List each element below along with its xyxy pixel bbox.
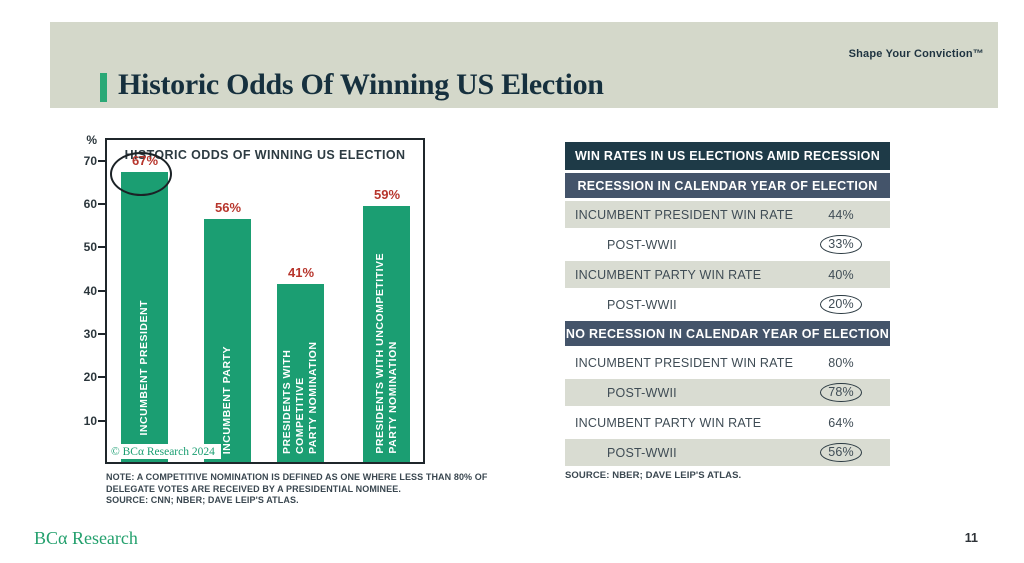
table-row: POST-WWII 56% bbox=[565, 439, 890, 466]
circled-value: 78% bbox=[820, 383, 862, 402]
y-axis-unit-label: % bbox=[86, 133, 97, 147]
row-label: INCUMBENT PRESIDENT WIN RATE bbox=[575, 355, 794, 370]
circled-value: 33% bbox=[820, 235, 862, 254]
bar-uncompetitive-nomination: PRESIDENTS WITH UNCOMPETITIVE PARTY NOMIN… bbox=[363, 206, 410, 462]
row-label: POST-WWII bbox=[607, 297, 677, 312]
row-label: POST-WWII bbox=[607, 237, 677, 252]
bar-category-label-line1: PRESIDENTS WITH COMPETITIVE bbox=[281, 349, 306, 454]
row-value: 20% bbox=[805, 295, 877, 314]
row-value: 56% bbox=[805, 443, 877, 462]
y-tick-label-30: 30 bbox=[83, 327, 97, 341]
row-label: INCUMBENT PARTY WIN RATE bbox=[575, 415, 762, 430]
y-tick-mark bbox=[98, 246, 109, 248]
note-line: DELEGATE VOTES ARE RECEIVED BY A PRESIDE… bbox=[106, 483, 401, 494]
page-number: 11 bbox=[964, 531, 978, 545]
row-value: 78% bbox=[805, 383, 877, 402]
circled-value: 56% bbox=[820, 443, 862, 462]
table-section-header: NO RECESSION IN CALENDAR YEAR OF ELECTIO… bbox=[565, 321, 890, 346]
note-line: NOTE: A COMPETITIVE NOMINATION IS DEFINE… bbox=[106, 472, 488, 482]
row-value: 40% bbox=[805, 268, 877, 282]
title-accent-bar bbox=[100, 73, 107, 102]
bar-incumbent-party: INCUMBENT PARTY bbox=[204, 219, 251, 462]
page-title: Historic Odds Of Winning US Election bbox=[118, 68, 604, 101]
circled-value: 20% bbox=[820, 295, 862, 314]
table-row: INCUMBENT PARTY WIN RATE 64% bbox=[565, 409, 890, 436]
bar-category-label-line2: PARTY NOMINATION bbox=[307, 341, 319, 454]
bar-incumbent-president: INCUMBENT PRESIDENT bbox=[121, 172, 168, 462]
y-tick-label-20: 20 bbox=[83, 370, 97, 384]
table-row: INCUMBENT PRESIDENT WIN RATE 44% bbox=[565, 201, 890, 228]
brand-tagline: Shape Your Conviction™ bbox=[848, 48, 984, 60]
row-value: 44% bbox=[805, 208, 877, 222]
chart-copyright: © BCα Research 2024 bbox=[109, 444, 221, 459]
bar-category-label-line2: PARTY NOMINATION bbox=[386, 341, 399, 454]
table-row: POST-WWII 33% bbox=[565, 231, 890, 258]
bar-value-label: 56% bbox=[214, 200, 242, 215]
row-value-text: 40% bbox=[828, 267, 854, 282]
header-band: Shape Your Conviction™ Historic Odds Of … bbox=[50, 22, 998, 108]
y-tick-mark bbox=[98, 290, 109, 292]
y-tick-mark bbox=[98, 420, 109, 422]
y-tick-mark bbox=[98, 160, 109, 162]
win-rates-table: WIN RATES IN US ELECTIONS AMID RECESSION… bbox=[565, 142, 890, 481]
row-label: INCUMBENT PRESIDENT WIN RATE bbox=[575, 207, 794, 222]
row-value-text: 64% bbox=[828, 415, 854, 430]
row-value: 64% bbox=[805, 416, 877, 430]
y-tick-label-60: 60 bbox=[83, 197, 97, 211]
y-tick-label-70: 70 bbox=[83, 154, 97, 168]
table-row: POST-WWII 78% bbox=[565, 379, 890, 406]
bar-category-label: INCUMBENT PRESIDENT bbox=[138, 300, 150, 436]
bar-competitive-nomination: PRESIDENTS WITH COMPETITIVE PARTY NOMINAT… bbox=[277, 284, 324, 462]
bar-value-label: 41% bbox=[287, 265, 315, 280]
bar-category-label: PRESIDENTS WITH UNCOMPETITIVE PARTY NOMIN… bbox=[374, 253, 400, 454]
bar-category-label: PRESIDENTS WITH COMPETITIVE PARTY NOMINAT… bbox=[281, 284, 320, 454]
chart-title: HISTORIC ODDS OF WINNING US ELECTION bbox=[124, 148, 406, 162]
row-value: 33% bbox=[805, 235, 877, 254]
row-label: INCUMBENT PARTY WIN RATE bbox=[575, 267, 762, 282]
y-tick-mark bbox=[98, 333, 109, 335]
table-row: INCUMBENT PARTY WIN RATE 40% bbox=[565, 261, 890, 288]
table-row: POST-WWII 20% bbox=[565, 291, 890, 318]
row-value-text: 44% bbox=[828, 207, 854, 222]
title-row: Historic Odds Of Winning US Election bbox=[100, 68, 604, 102]
row-label: POST-WWII bbox=[607, 445, 677, 460]
y-tick-mark bbox=[98, 376, 109, 378]
table-source: SOURCE: NBER; DAVE LEIP'S ATLAS. bbox=[565, 470, 742, 481]
table-section-header: RECESSION IN CALENDAR YEAR OF ELECTION bbox=[565, 173, 890, 198]
chart-note: NOTE: A COMPETITIVE NOMINATION IS DEFINE… bbox=[106, 472, 487, 507]
highlight-ellipse bbox=[110, 152, 172, 196]
row-label: POST-WWII bbox=[607, 385, 677, 400]
table-row: INCUMBENT PRESIDENT WIN RATE 80% bbox=[565, 349, 890, 376]
table-title: WIN RATES IN US ELECTIONS AMID RECESSION bbox=[565, 142, 890, 170]
bar-value-label: 59% bbox=[373, 187, 401, 202]
y-tick-mark bbox=[98, 203, 109, 205]
bar-category-label: INCUMBENT PARTY bbox=[221, 345, 233, 454]
row-value: 80% bbox=[805, 356, 877, 370]
bar-category-label-line1: PRESIDENTS WITH UNCOMPETITIVE bbox=[373, 253, 386, 454]
brand-logo: BCα Research bbox=[34, 528, 138, 548]
row-value-text: 80% bbox=[828, 355, 854, 370]
y-tick-label-50: 50 bbox=[83, 240, 97, 254]
bar-chart: HISTORIC ODDS OF WINNING US ELECTION INC… bbox=[105, 138, 425, 464]
y-tick-label-40: 40 bbox=[83, 284, 97, 298]
note-line: SOURCE: CNN; NBER; DAVE LEIP'S ATLAS. bbox=[106, 495, 299, 505]
y-tick-label-10: 10 bbox=[83, 414, 97, 428]
